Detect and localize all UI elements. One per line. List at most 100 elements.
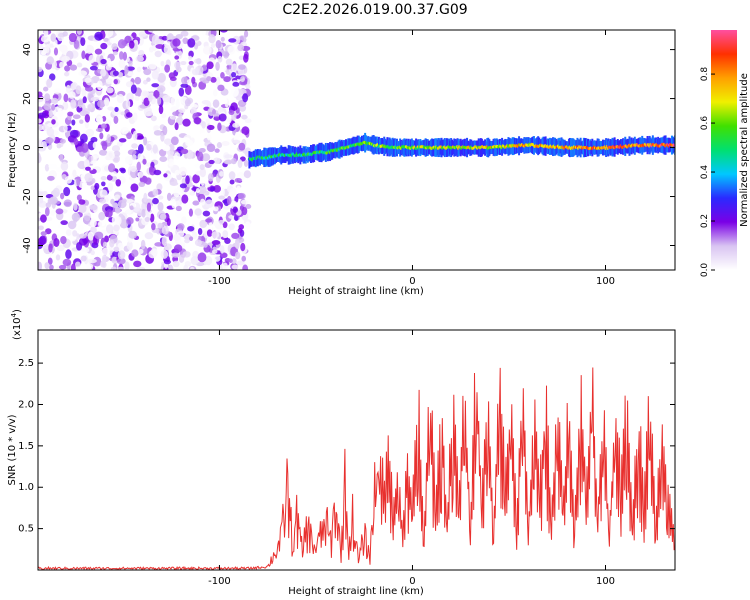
spectrogram-noise-cell (59, 154, 64, 162)
spectrogram-noise-cell (105, 64, 112, 71)
spectrogram-noise-cell (115, 179, 122, 187)
spectrogram-noise-cell (171, 115, 177, 120)
colorbar-ticks: 0.0 0.2 0.4 0.6 0.8 (700, 67, 715, 277)
spectrogram-noise-cell (197, 227, 203, 235)
spectrogram-noise-cell (106, 133, 111, 144)
x-tick-label: 0 (409, 276, 415, 287)
spectrogram-noise-cell (155, 39, 165, 45)
spectrogram-noise-cell (172, 111, 180, 116)
spectrogram-noise-cell (78, 199, 86, 205)
spectrogram-noise-cell (194, 66, 200, 76)
spectrogram-noise-cell (212, 89, 218, 97)
spectrogram-noise-cell (85, 44, 95, 55)
spectrogram-noise-cell (197, 252, 207, 263)
y-tick-label: -40 (22, 237, 33, 253)
spectrogram-noise-cell (174, 210, 184, 218)
spectrogram-noise-cell (68, 32, 78, 43)
spectrogram-noise-cell (75, 261, 81, 268)
spectrogram-noise-cell (43, 102, 51, 110)
spectrogram-noise-cell (122, 51, 128, 61)
spectrogram-noise-cell (144, 177, 152, 185)
spectrogram-noise-cell (188, 60, 194, 66)
spectrogram-noise-cell (174, 152, 181, 160)
spectrogram-noise-cell (144, 232, 154, 240)
spectrogram-noise-cell (90, 185, 96, 191)
spectrogram-noise-cell (239, 80, 248, 86)
spectrogram-noise-cell (38, 118, 42, 124)
spectrogram-noise-cell (171, 198, 176, 209)
spectrogram-noise-cell (181, 194, 189, 204)
spectrogram-noise-cell (131, 143, 138, 149)
spectrogram-noise-cell (97, 99, 106, 108)
spectrogram-noise-cell (162, 94, 171, 103)
spectrogram-noise-cell (230, 102, 238, 111)
spectrogram-noise-cell (38, 112, 47, 118)
spectrogram-noise-cell (237, 159, 243, 169)
spectrogram-noise-cell (107, 106, 115, 111)
spectrogram-noise-cell (103, 97, 110, 107)
spectrogram-noise-cell (156, 96, 162, 106)
spectrogram-noise-cell (96, 80, 103, 91)
spectrogram-noise-cell (173, 188, 180, 198)
spectrogram-noise-cell (212, 220, 221, 227)
spectrogram-noise-cell (191, 76, 196, 85)
spectrogram-noise-cell (55, 208, 64, 215)
spectrogram-noise-cell (125, 99, 131, 109)
spectrogram-noise-cell (56, 244, 65, 252)
spectrogram-noise-cell (214, 148, 220, 153)
spectrogram-noise-cell (222, 230, 229, 238)
spectrogram-noise-cell (244, 118, 252, 124)
spectrogram-noise-cell (161, 35, 168, 41)
spectrogram-noise-cell (138, 31, 148, 38)
spectrogram-noise-cell (191, 231, 198, 240)
spectrogram-noise-cell (187, 225, 195, 232)
spectrogram-noise-cell (152, 197, 159, 205)
spectrogram-noise-cell (200, 178, 205, 186)
spectrogram-noise-cell (174, 122, 179, 131)
spectrogram-noise-cell (236, 260, 245, 266)
spectrogram-noise-cell (200, 198, 206, 206)
spectrogram-noise-cell (228, 258, 233, 263)
spectrogram-noise-cell (76, 176, 81, 187)
spectrogram-noise-cell (110, 266, 117, 270)
spectrogram-noise-cell (38, 186, 47, 192)
spectrogram-noise-cell (101, 181, 106, 187)
spectrogram-noise-cell (89, 204, 98, 211)
spectrogram-noise-cell (61, 55, 70, 63)
spectrogram-noise-cell (47, 257, 53, 265)
spectrogram-noise-cell (128, 60, 133, 67)
spectrogram-noise-cell (79, 119, 84, 124)
spectrogram-noise-cell (209, 263, 216, 270)
figure-title: C2E2.2026.019.00.37.G09 (282, 2, 468, 18)
spectrogram-noise-cell (83, 159, 90, 167)
spectrogram-noise-cell (84, 114, 90, 123)
spectrogram-noise-cell (72, 114, 81, 120)
spectrogram-noise-cell (220, 36, 225, 42)
spectrogram-noise-cell (182, 251, 191, 258)
spectrogram-noise-cell (175, 205, 182, 212)
spectrogram-noise-cell (136, 266, 146, 270)
spectrogram-noise-cell (151, 223, 156, 231)
spectrogram-noise-cell (176, 231, 185, 237)
spectrogram-noise-cell (162, 125, 168, 136)
snr-multiplier-base: (x10 (12, 317, 23, 340)
spectrogram-noise-cell (118, 59, 126, 69)
spectrogram-noise-cell (105, 78, 113, 85)
spectrogram-noise-cell (242, 93, 249, 103)
spectrogram-noise-cell (228, 38, 237, 43)
spectrogram-cells (38, 30, 675, 270)
spectrogram-noise-cell (118, 138, 127, 143)
spectrogram-noise-cell (194, 163, 201, 168)
spectrogram-noise-cell (142, 158, 147, 165)
spectrogram-noise-cell (200, 132, 206, 139)
spectrogram-noise-cell (211, 240, 221, 245)
spectrogram-noise-cell (175, 98, 180, 109)
spectrogram-noise-cell (163, 138, 172, 145)
spectrogram-noise-cell (174, 55, 180, 60)
spectrogram-noise-cell (128, 230, 137, 239)
spectrogram-noise-cell (221, 140, 230, 146)
spectrogram-noise-cell (65, 249, 72, 260)
spectrogram-noise-cell (93, 256, 102, 267)
spectrogram-noise-cell (138, 49, 145, 57)
spectrogram-noise-cell (87, 231, 95, 241)
